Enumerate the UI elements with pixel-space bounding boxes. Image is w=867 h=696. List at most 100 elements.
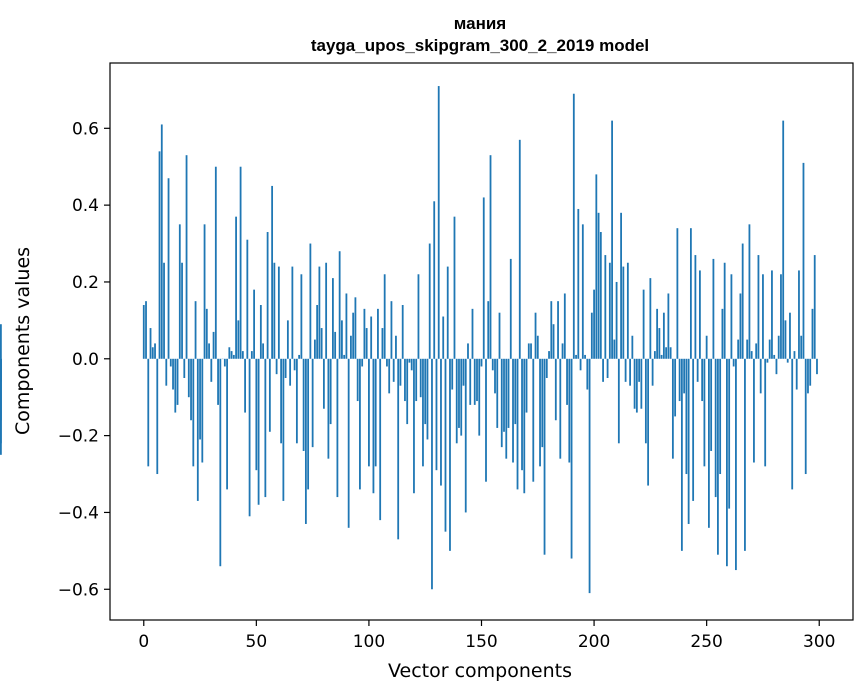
bar-269 — [748, 224, 751, 359]
bar-170 — [525, 358, 528, 413]
bar-90 — [345, 293, 348, 359]
bar-58 — [273, 262, 276, 359]
bar-78 — [318, 266, 321, 359]
bar-37 — [226, 358, 228, 490]
bar-221 — [640, 358, 643, 409]
bar-76 — [313, 339, 316, 359]
bar-162 — [507, 358, 510, 428]
bar-290 — [795, 358, 798, 390]
bar-29 — [208, 343, 210, 359]
bar-205 — [604, 255, 607, 359]
bar-296 — [809, 358, 812, 386]
bar-272 — [755, 343, 758, 359]
bar-243 — [689, 228, 692, 359]
bar-117 — [406, 358, 409, 425]
bar-287 — [789, 312, 791, 359]
bar-158 — [498, 312, 501, 359]
bar-120 — [413, 358, 415, 494]
bar-197 — [586, 358, 589, 390]
bar-191 — [572, 93, 575, 359]
bar-294 — [804, 358, 807, 475]
bar-108 — [386, 358, 388, 367]
bar-146 — [471, 308, 474, 359]
bar-179 — [545, 358, 548, 378]
bar-106 — [381, 328, 384, 359]
bar-176 — [539, 358, 541, 467]
bar-99 — [365, 328, 368, 359]
bar-23 — [194, 301, 197, 359]
bar-136 — [449, 358, 451, 551]
bar-261 — [730, 274, 733, 359]
bar-297 — [811, 308, 814, 359]
bar-235 — [671, 358, 674, 459]
bar-174 — [534, 312, 537, 359]
bar-253 — [712, 258, 715, 359]
bar-163 — [509, 258, 512, 359]
bar-177 — [541, 358, 544, 448]
bar-118 — [408, 358, 411, 363]
bar-77 — [316, 305, 319, 359]
bar-198 — [588, 358, 591, 594]
chart-title-line-1: мания — [454, 14, 506, 33]
bar-155 — [491, 358, 494, 371]
bar-73 — [307, 358, 310, 490]
bar-295 — [807, 358, 809, 394]
bar-196 — [584, 354, 586, 359]
bar-70 — [300, 274, 303, 359]
bar-128 — [431, 358, 433, 590]
bar-255 — [717, 358, 719, 555]
bar-157 — [496, 358, 499, 428]
bar-56 — [268, 358, 271, 432]
y-tick-label: 0.2 — [72, 273, 99, 293]
bar-63 — [284, 358, 287, 378]
bar-51 — [257, 358, 260, 505]
bar-79 — [320, 328, 323, 359]
bar-288 — [791, 358, 794, 490]
y-tick-label: −0.4 — [58, 503, 99, 523]
bar-182 — [552, 324, 555, 359]
bar-218 — [633, 358, 636, 409]
bar-88 — [341, 320, 343, 359]
bar-141 — [460, 358, 463, 436]
bar-131 — [437, 86, 440, 359]
bar-55 — [266, 232, 269, 359]
bar-171 — [527, 343, 530, 359]
bar-10 — [165, 358, 168, 386]
bar-195 — [581, 224, 584, 359]
bar-81 — [325, 262, 328, 359]
plot-frame — [109, 62, 854, 621]
bar-280 — [773, 354, 776, 359]
bar-87 — [338, 251, 341, 359]
bar-68 — [295, 358, 298, 444]
bar-4 — [151, 347, 154, 359]
bar-42 — [237, 320, 240, 359]
bar-211 — [617, 358, 620, 444]
bar-27 — [203, 224, 206, 359]
bar-122 — [417, 274, 420, 359]
bar-45 — [244, 358, 246, 413]
x-axis-label: Vector components — [388, 660, 572, 682]
bar-12 — [169, 358, 172, 367]
bar-82 — [327, 358, 330, 459]
bar-283 — [780, 274, 782, 359]
bars-group — [0, 86, 818, 594]
bar-180 — [548, 351, 550, 359]
bar-3 — [149, 328, 152, 359]
bar-21 — [190, 358, 192, 421]
bar-172 — [530, 343, 532, 359]
bar-75 — [311, 358, 314, 448]
bar-143 — [464, 358, 467, 513]
bar-69 — [298, 354, 301, 359]
bar-260 — [728, 358, 731, 509]
bar-1 — [145, 301, 147, 359]
bar-40 — [232, 354, 235, 359]
bar-227 — [653, 351, 656, 359]
bar-281 — [775, 358, 778, 375]
bar-190 — [570, 358, 573, 559]
bar-219 — [635, 358, 638, 413]
bar-134 — [444, 358, 447, 532]
bar-62 — [282, 358, 285, 501]
bar-238 — [678, 358, 681, 402]
bar-137 — [451, 358, 454, 390]
bar-224 — [647, 358, 650, 486]
